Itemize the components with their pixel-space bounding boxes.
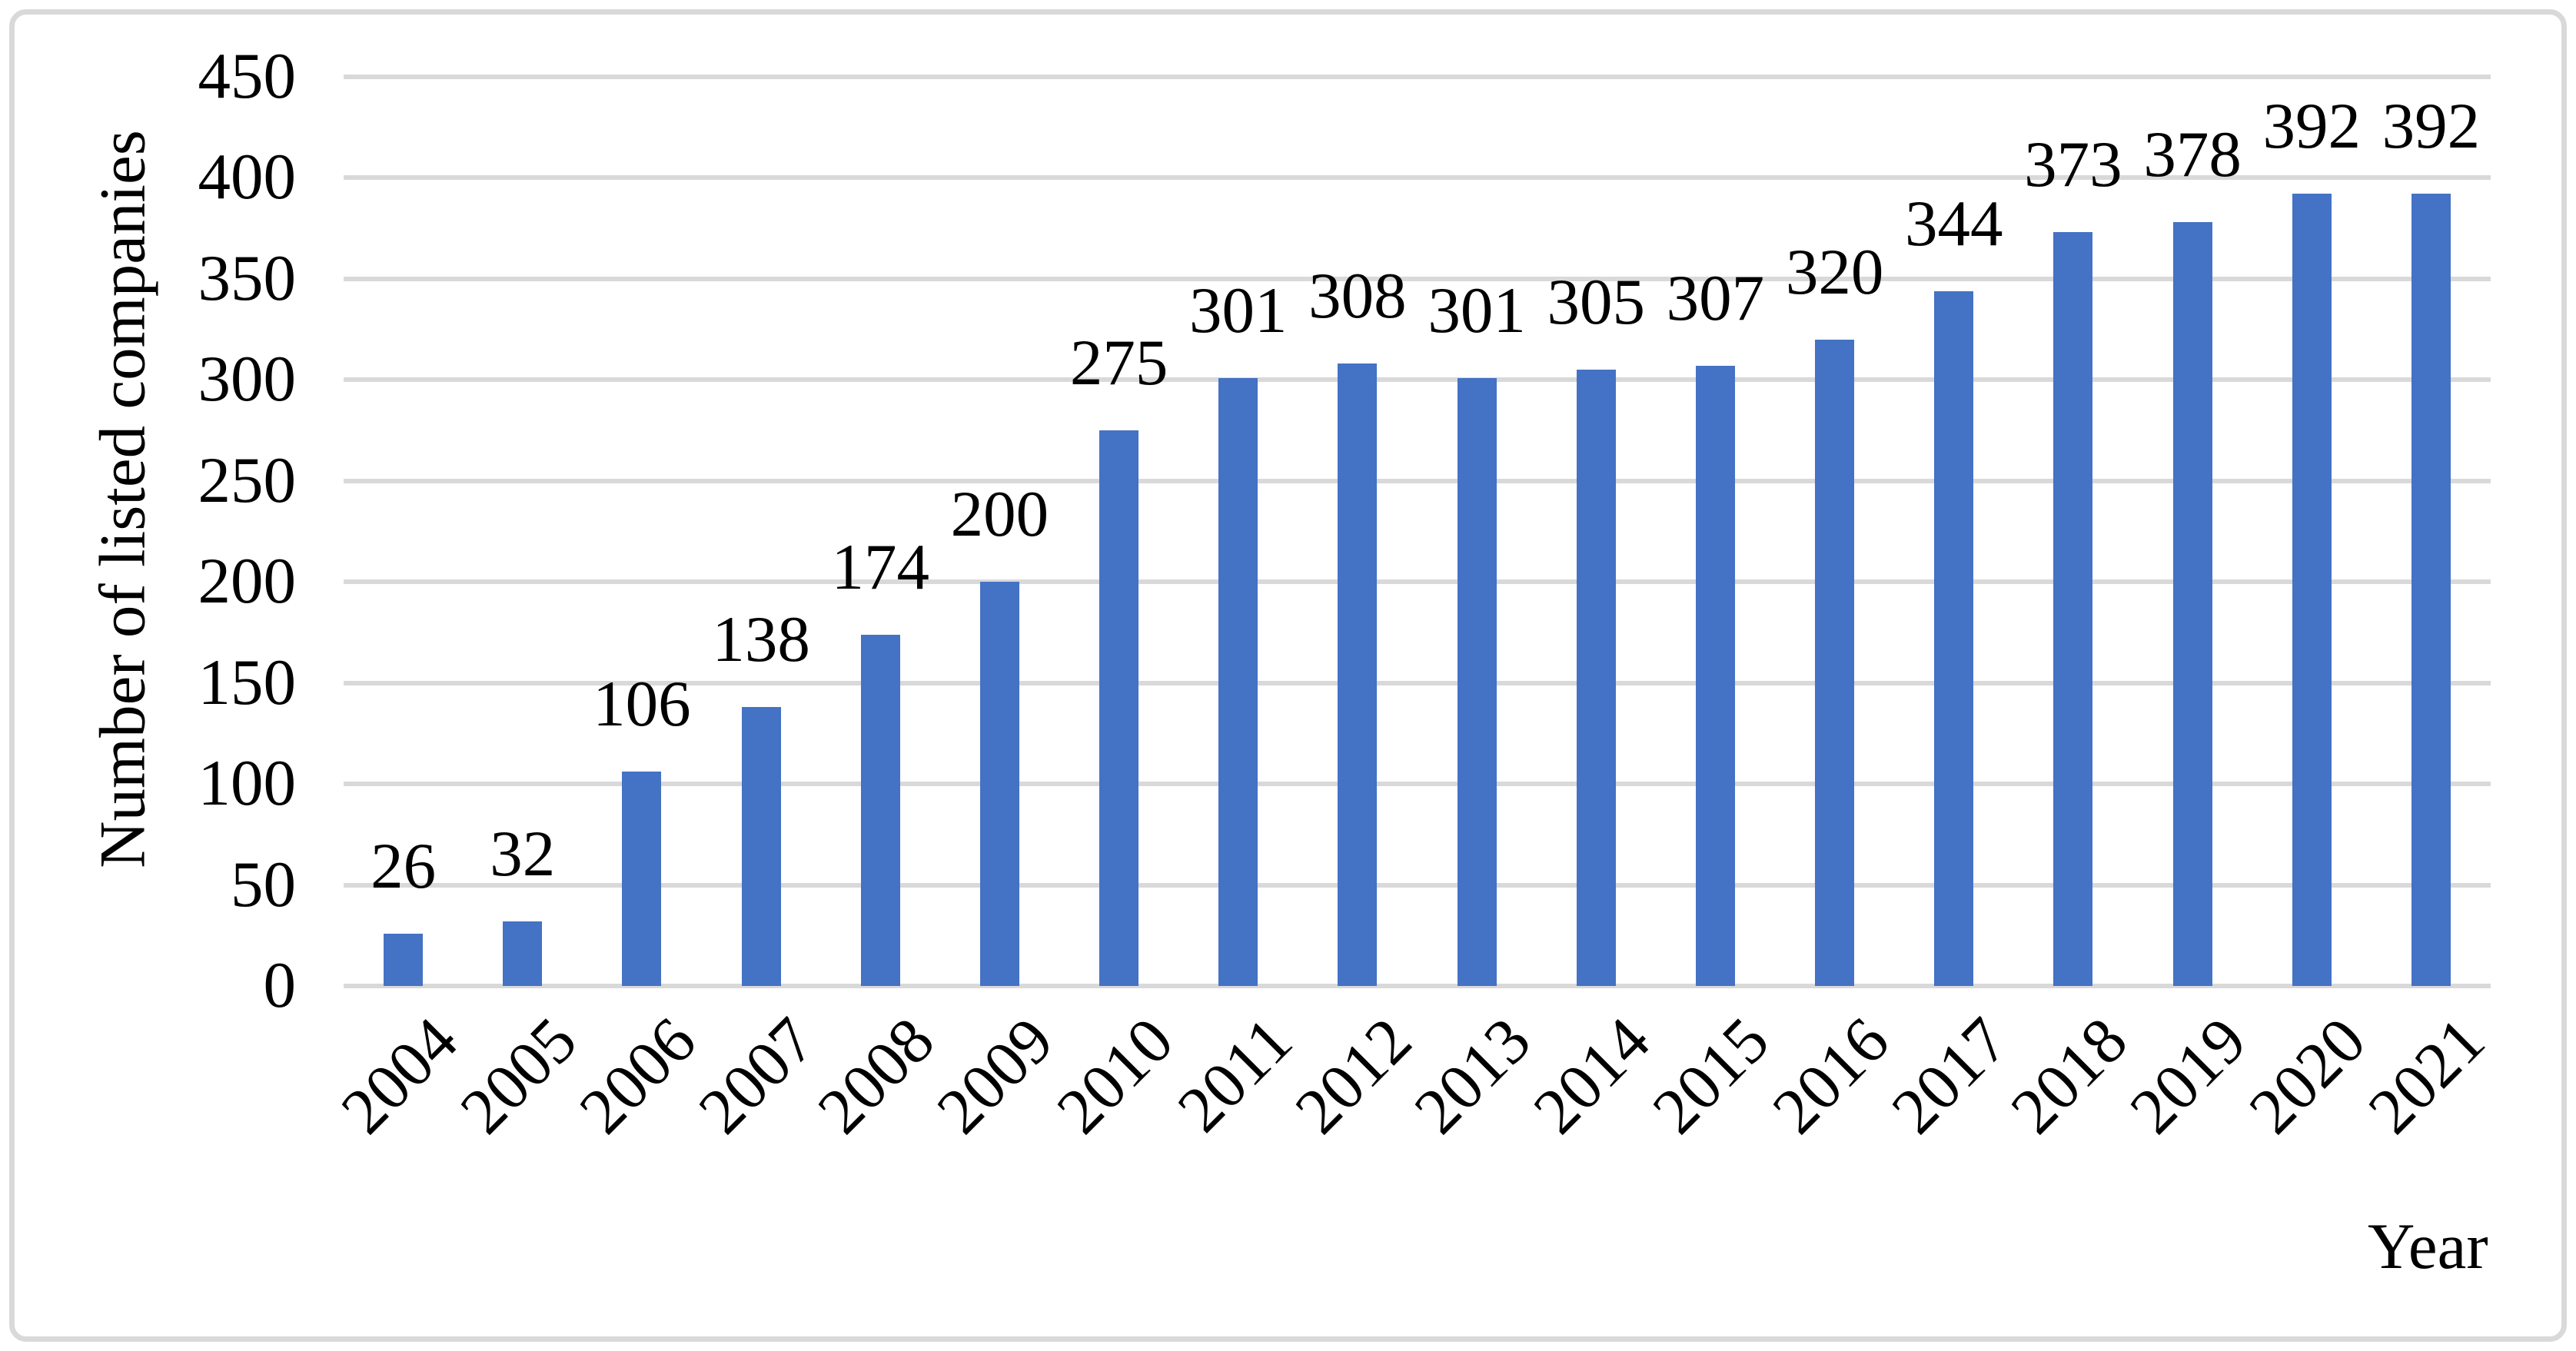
bar-2018: [2053, 232, 2093, 986]
chart-border-frame: [9, 9, 2567, 1342]
bar-data-label: 305: [1547, 266, 1646, 339]
bar-2006: [622, 772, 662, 986]
y-axis-tick-label: 100: [198, 747, 297, 820]
bar-data-label: 174: [831, 530, 930, 603]
gridline: [344, 882, 2491, 888]
gridline: [344, 782, 2491, 787]
y-axis-tick-label: 200: [198, 545, 297, 618]
y-axis-tick-label: 0: [263, 949, 297, 1021]
y-axis-tick-label: 450: [198, 40, 297, 112]
bar-data-label: 344: [1905, 187, 2003, 260]
gridline: [344, 276, 2491, 281]
bar-2016: [1815, 339, 1855, 986]
bar-2004: [384, 933, 424, 986]
bar-2019: [2172, 222, 2212, 986]
bar-data-label: 308: [1308, 260, 1407, 333]
bar-data-label: 275: [1069, 327, 1168, 400]
bar-data-label: 378: [2143, 118, 2242, 191]
bar-data-label: 32: [490, 817, 556, 890]
bar-2020: [2292, 194, 2332, 986]
gridline: [344, 680, 2491, 685]
bar-data-label: 138: [712, 603, 810, 676]
bar-2021: [2411, 194, 2451, 986]
bar-data-label: 26: [371, 829, 437, 902]
bar-2012: [1338, 363, 1378, 986]
bar-data-label: 200: [950, 478, 1049, 551]
plot-area: [344, 75, 2491, 988]
bar-2011: [1218, 377, 1258, 986]
gridline: [344, 377, 2491, 383]
gridline: [344, 984, 2491, 988]
bar-data-label: 307: [1666, 261, 1765, 334]
bar-2008: [860, 634, 900, 986]
bar-2007: [741, 707, 781, 986]
bar-data-label: 392: [2382, 90, 2481, 163]
bar-data-label: 373: [2024, 128, 2122, 201]
gridline: [344, 175, 2491, 181]
y-axis-tick-label: 300: [198, 343, 297, 416]
bar-data-label: 392: [2262, 90, 2362, 163]
bar-data-label: 320: [1785, 235, 1884, 308]
bar-2013: [1457, 377, 1497, 986]
bar-2009: [979, 582, 1019, 986]
bar-data-label: 301: [1189, 274, 1288, 347]
y-axis-tick-label: 250: [198, 443, 297, 516]
y-axis-tick-label: 150: [198, 646, 297, 719]
gridline: [344, 478, 2491, 483]
bar-data-label: 106: [593, 668, 691, 741]
bar-2010: [1099, 430, 1139, 986]
y-axis-tick-label: 50: [231, 848, 296, 921]
gridline: [344, 75, 2491, 79]
gridline: [344, 579, 2491, 585]
bar-2015: [1695, 365, 1735, 986]
y-axis-tick-label: 350: [198, 241, 297, 314]
bar-2014: [1576, 370, 1616, 986]
bar-2005: [503, 921, 543, 986]
y-axis-tick-label: 400: [198, 141, 297, 214]
x-axis-title: Year: [2368, 1210, 2488, 1283]
bar-2017: [1934, 290, 1974, 986]
bar-data-label: 301: [1428, 274, 1526, 347]
